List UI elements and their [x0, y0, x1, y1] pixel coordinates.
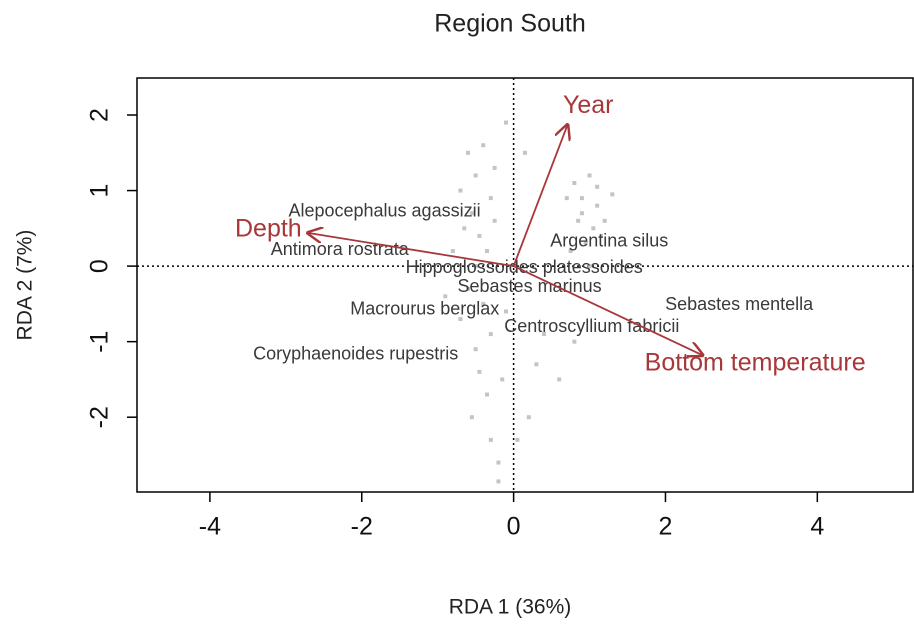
- site-point: [492, 218, 497, 223]
- site-point: [534, 362, 539, 367]
- site-point: [602, 218, 607, 223]
- x-tick-label: -2: [351, 513, 373, 541]
- arrow-label: Year: [563, 91, 614, 119]
- site-point: [481, 301, 486, 306]
- y-tick-label: -1: [86, 331, 114, 353]
- site-point: [579, 196, 584, 201]
- site-point: [595, 184, 600, 189]
- species-label: Coryphaenoides rupestris: [253, 343, 458, 363]
- species-label: Argentina silus: [550, 231, 668, 251]
- site-point: [488, 196, 493, 201]
- site-point: [564, 196, 569, 201]
- site-point: [523, 150, 527, 155]
- site-point: [595, 203, 600, 208]
- chart-title: Region South: [434, 10, 586, 38]
- site-point: [587, 173, 592, 178]
- site-point: [481, 143, 486, 148]
- site-point: [579, 211, 584, 216]
- site-point: [469, 415, 474, 420]
- site-point: [526, 415, 531, 420]
- site-point: [598, 233, 603, 238]
- site-point: [504, 120, 509, 125]
- site-point: [477, 369, 482, 374]
- species-label: Sebastes marinus: [458, 276, 602, 296]
- arrow-label: Depth: [235, 214, 302, 242]
- species-label: Hippoglossoides platessoides: [406, 257, 643, 277]
- y-tick-label: -2: [86, 406, 114, 428]
- site-point: [443, 294, 448, 299]
- site-point: [473, 264, 478, 269]
- x-axis-label: RDA 1 (36%): [449, 596, 572, 619]
- x-tick-label: 4: [810, 513, 824, 541]
- site-point: [496, 460, 501, 465]
- site-point: [485, 249, 490, 254]
- species-label: Macrourus berglax: [350, 299, 499, 319]
- arrow: [308, 233, 514, 268]
- site-point: [557, 377, 562, 382]
- arrow: [512, 125, 568, 267]
- site-point: [488, 437, 493, 442]
- site-point: [462, 226, 467, 231]
- site-point: [610, 192, 615, 197]
- species-label: Sebastes mentella: [665, 294, 814, 314]
- site-point: [466, 150, 471, 155]
- site-point: [492, 165, 497, 170]
- site-point: [469, 211, 474, 216]
- site-point: [591, 226, 596, 231]
- plot-frame: [136, 77, 914, 493]
- site-point: [488, 332, 493, 337]
- site-point: [572, 181, 577, 186]
- x-tick-label: 2: [659, 513, 673, 541]
- site-point: [504, 309, 509, 314]
- site-point: [568, 249, 573, 254]
- site-point: [473, 347, 478, 352]
- x-tick-label: -4: [199, 513, 221, 541]
- site-point: [515, 437, 520, 442]
- species-label: Alepocephalus agassizii: [288, 200, 480, 220]
- y-axis-label: RDA 2 (7%): [14, 230, 37, 341]
- arrow-label: Bottom temperature: [645, 348, 866, 376]
- y-tick-label: 2: [86, 108, 114, 122]
- site-point: [576, 218, 581, 223]
- site-point: [473, 173, 478, 178]
- site-point: [458, 188, 463, 193]
- site-point: [583, 241, 588, 246]
- site-point: [477, 233, 482, 238]
- site-point: [500, 377, 505, 382]
- x-tick-label: 0: [507, 513, 521, 541]
- site-point: [572, 339, 577, 344]
- site-point: [450, 249, 455, 254]
- site-point: [541, 332, 546, 337]
- site-point: [485, 392, 490, 397]
- y-tick-label: 0: [86, 259, 114, 273]
- site-point: [587, 264, 592, 269]
- y-tick-label: 1: [86, 184, 114, 198]
- site-point: [496, 479, 501, 484]
- site-point: [466, 286, 471, 291]
- species-label: Centroscyllium fabricii: [504, 316, 679, 336]
- arrow: [513, 265, 703, 355]
- site-point: [458, 316, 463, 321]
